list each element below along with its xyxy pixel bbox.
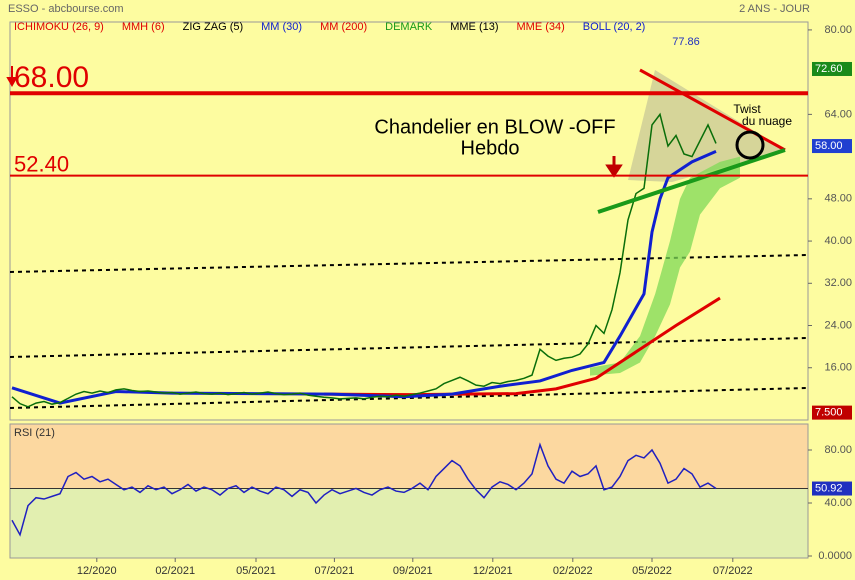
x-tick-label: 05/2021	[236, 565, 276, 577]
trendline	[9, 337, 809, 358]
chart-subtitle: 2 ANS - JOUR	[739, 3, 810, 15]
x-tick-label: 02/2021	[155, 565, 195, 577]
legend-item: MM (30)	[261, 21, 302, 33]
circle-marker	[735, 130, 765, 160]
price-marker	[812, 61, 852, 76]
y-tick-label: 64.00	[824, 108, 852, 120]
x-tick-label: 12/2020	[77, 565, 117, 577]
rsi-zone-low	[10, 488, 808, 558]
rsi-zone-high	[10, 424, 808, 489]
x-tick-label: 07/2022	[713, 565, 753, 577]
legend-item: MMH (6)	[122, 21, 165, 33]
y-tick-label: 80.00	[824, 24, 852, 36]
annotation: Chandelier en BLOW -OFF	[374, 116, 615, 138]
rsi-y-tick-label: 80.00	[824, 444, 852, 456]
price-marker	[812, 405, 852, 420]
triangle-fill	[628, 70, 785, 182]
rsi-last-label: 50.92	[815, 482, 843, 494]
overlay	[6, 66, 808, 214]
chart-title: ESSO - abcbourse.com	[8, 3, 124, 15]
rsi-panel	[9, 423, 809, 559]
annotation: Twist	[733, 102, 761, 116]
annotation: Hebdo	[461, 137, 520, 159]
annotation: du nuage	[742, 114, 792, 128]
arrow	[605, 156, 623, 178]
price-marker-label: 58.00	[815, 140, 843, 152]
rsi-y-tick-label: 0.0000	[818, 550, 852, 562]
legend-item: MME (34)	[517, 21, 565, 33]
x-tick-label: 05/2022	[632, 565, 672, 577]
legend-item: ZIG ZAG (5)	[183, 21, 244, 33]
arrow	[6, 66, 18, 88]
x-tick-label: 02/2022	[553, 565, 593, 577]
price-marker-label: 72.60	[815, 63, 843, 75]
rsi-last-marker	[812, 481, 852, 496]
x-tick-label: 07/2021	[315, 565, 355, 577]
price-marker	[812, 139, 852, 154]
price-line	[11, 112, 717, 408]
ichimoku-cloud	[590, 156, 740, 376]
y-tick-label: 48.00	[824, 193, 852, 205]
y-tick-label: 24.00	[824, 319, 852, 331]
rsi-frame	[9, 423, 809, 559]
x-tick-label: 09/2021	[393, 565, 433, 577]
rsi-line	[11, 442, 717, 537]
legend-item: DEMARK	[385, 21, 433, 33]
support-line	[597, 148, 786, 214]
y-tick-label: 40.00	[824, 235, 852, 247]
trendline	[9, 387, 809, 409]
y-tick-label: 32.00	[824, 277, 852, 289]
rsi-title: RSI (21)	[14, 427, 55, 439]
legend-item: BOLL (20, 2)	[583, 21, 646, 33]
plot	[9, 70, 809, 409]
rsi-y-tick-label: 40.00	[824, 497, 852, 509]
legend-item: MME (13)	[450, 21, 498, 33]
legend-item: MM (200)	[320, 21, 367, 33]
level-label: 52.40	[14, 151, 69, 176]
y-tick-label: 16.00	[824, 362, 852, 374]
x-tick-label: 12/2021	[473, 565, 513, 577]
peak-label: 77.86	[672, 36, 700, 48]
legend-item: ICHIMOKU (26, 9)	[14, 21, 104, 33]
level-label: 68.00	[14, 61, 89, 94]
price-marker-label: 7.500	[815, 407, 843, 419]
